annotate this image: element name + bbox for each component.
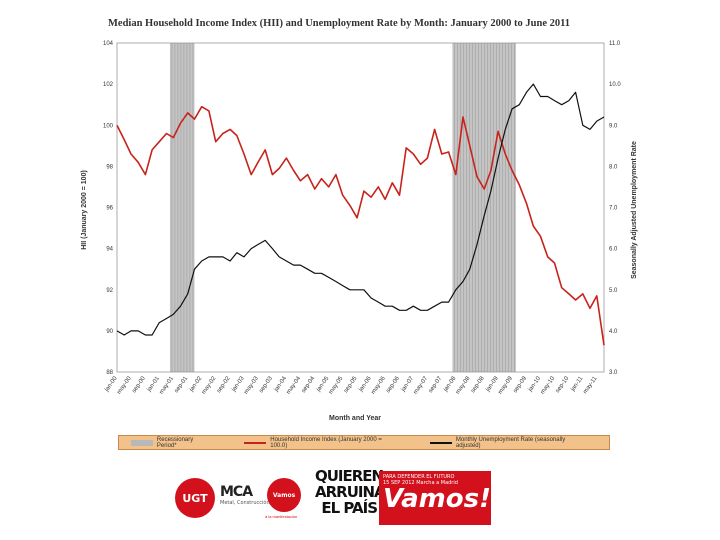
legend-item-recession: Recessionary Period* [131,437,214,449]
slogan-line-3: EL PAÍS [321,499,378,517]
x-tick-label: sep-00 [131,375,147,394]
unemployment-rate-line [116,83,605,336]
mca-logo: MCA Metal, Construcción y Afines [220,484,291,506]
left-tick-label: 92 [106,288,113,294]
right-tick-label: 10.0 [609,82,621,88]
left-tick-label: 100 [103,123,114,129]
x-tick-label: may-01 [159,375,176,395]
right-tick-label: 5.0 [609,288,618,294]
vamos-small-subtext: a la manifestación [265,514,298,519]
income-index-line [116,105,605,346]
mca-logo-text: MCA [220,484,253,500]
x-tick-label: sep-05 [343,375,359,394]
left-tick-label: 90 [106,329,113,335]
right-axis-ticks: 3.0 4.0 5.0 6.0 7.0 8.0 9.0 10.0 11.0 [609,41,621,376]
legend-label-recession: Recessionary Period* [156,436,194,449]
x-tick-label: sep-03 [258,375,274,394]
chart: Median Household Income Index (HII) and … [81,18,638,422]
x-tick-label: sep-08 [470,375,486,394]
right-tick-label: 7.0 [609,206,618,212]
chart-svg: Median Household Income Index (HII) and … [81,18,638,422]
vamos-caption-line-2: 15 SEP 2012 Marcha a Madrid [383,480,458,486]
x-tick-label: sep-07 [428,375,444,394]
legend-swatch-recession [131,439,153,446]
left-tick-label: 98 [106,164,113,170]
legend-swatch-unemployment [429,441,452,444]
y-axis-left-label: HII (January 2000 = 100) [81,170,88,250]
slogan-line-1: QUIEREN [315,467,384,485]
recession-bands [169,43,516,372]
legend-item-unemployment: Monthly Unemployment Rate (seasonally ad… [429,436,591,449]
footer-logos: UGT MCA Metal, Construcción y Afines Vam… [170,468,500,532]
x-axis-label: Month and Year [329,415,381,422]
left-tick-label: 102 [103,82,114,88]
x-tick-label: may-06 [370,375,387,395]
x-tick-label: may-09 [497,375,514,395]
left-tick-label: 96 [106,206,113,212]
right-tick-label: 11.0 [609,41,621,47]
x-tick-label: sep-10 [555,375,571,394]
left-tick-label: 104 [103,41,114,47]
right-tick-label: 9.0 [609,123,618,129]
x-tick-label: may-08 [455,375,472,395]
ugt-logo: UGT [175,478,215,518]
legend-label-unemployment: Monthly Unemployment Rate (seasonally ad… [455,436,566,449]
vamos-banner: PARA DEFENDER EL FUTURO 15 SEP 2012 Marc… [379,471,491,525]
plot-frame [116,42,605,373]
x-tick-label: may-11 [582,375,599,395]
x-tick-label: may-10 [540,375,557,395]
vamos-banner-word: Vamos! [383,484,491,514]
legend-swatch-income [244,441,267,444]
chart-legend: Recessionary Period* Household Income In… [118,435,610,450]
vamos-banner-caption: PARA DEFENDER EL FUTURO 15 SEP 2012 Marc… [379,471,491,486]
recession-band [169,43,195,372]
x-tick-label: sep-09 [513,375,529,394]
x-tick-label: may-00 [116,375,133,395]
vamos-small-logo: Vamos [267,478,301,512]
x-tick-label: sep-01 [174,375,190,394]
left-tick-label: 88 [106,370,113,376]
x-tick-label: sep-06 [386,375,402,394]
right-tick-label: 3.0 [609,370,618,376]
right-tick-label: 6.0 [609,247,618,253]
x-tick-label: sep-04 [301,375,317,394]
legend-label-income: Household Income Index (January 2000 = 1… [270,436,382,449]
legend-item-income: Household Income Index (January 2000 = 1… [244,437,400,449]
slogan-line-2: ARRUINAR [315,483,396,501]
chart-title: Median Household Income Index (HII) and … [108,18,570,29]
right-tick-label: 8.0 [609,164,618,170]
x-tick-label: may-03 [243,375,260,395]
right-tick-label: 4.0 [609,329,618,335]
x-tick-label: may-02 [201,375,218,395]
mca-logo-subtext: Metal, Construcción y Afines [220,500,292,506]
left-axis-ticks: 88 90 92 94 96 98 100 102 104 [103,41,114,376]
x-tick-label: may-05 [328,375,345,395]
vamos-caption-line-1: PARA DEFENDER EL FUTURO [383,474,455,480]
series-layer [116,83,605,346]
x-tick-label: may-07 [413,375,430,395]
slogan-text: QUIEREN ARRUINAR EL PAÍS [315,467,396,517]
x-tick-label: sep-02 [216,375,232,394]
x-tick-label: may-04 [286,375,303,395]
left-tick-label: 94 [106,247,113,253]
y-axis-right-label: Seasonally Adjusted Unemployment Rate [631,141,638,279]
